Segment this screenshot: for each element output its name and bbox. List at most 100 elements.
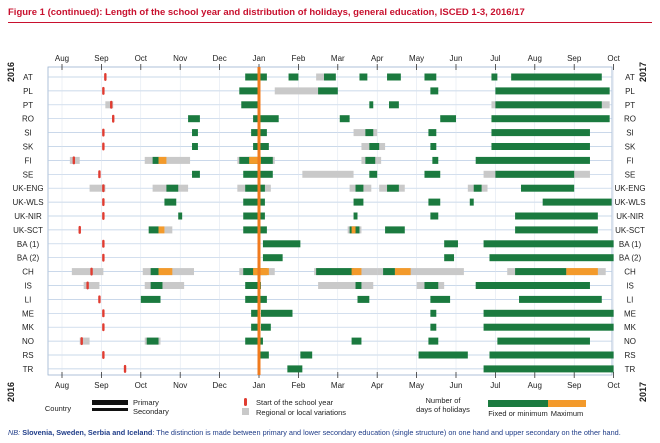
holiday-fixed-bar xyxy=(511,73,602,81)
holiday-fixed-bar xyxy=(253,115,279,123)
country-label-left: SI xyxy=(24,129,32,138)
country-label-right: UK-SCT xyxy=(615,226,645,235)
holiday-fixed-bar xyxy=(483,309,614,317)
month-label-bottom: Oct xyxy=(607,381,620,390)
legend-start-marker xyxy=(244,398,247,406)
title-divider xyxy=(8,22,652,23)
holiday-fixed-bar xyxy=(178,212,183,220)
legend-fixed-swatch xyxy=(488,400,548,407)
country-label-right: MK xyxy=(624,323,637,332)
holiday-fixed-bar xyxy=(495,170,575,178)
holiday-fixed-bar xyxy=(430,295,451,303)
month-label-bottom: Sep xyxy=(94,381,109,390)
holiday-fixed-bar xyxy=(140,295,161,303)
holiday-fixed-bar xyxy=(287,365,303,373)
holiday-fixed-bar xyxy=(519,295,602,303)
school-year-start-marker xyxy=(102,239,105,248)
holiday-max-bar xyxy=(158,268,173,276)
holiday-fixed-bar xyxy=(483,365,614,373)
holiday-fixed-bar xyxy=(424,170,441,178)
country-label-left: UK-WLS xyxy=(12,198,43,207)
school-year-start-marker xyxy=(102,212,105,220)
school-year-start-marker xyxy=(72,156,76,165)
regional-variation-bar xyxy=(144,282,185,289)
country-label-left: RO xyxy=(22,115,34,124)
month-label-bottom: Aug xyxy=(55,381,69,390)
holiday-fixed-bar xyxy=(351,337,362,345)
regional-variation-bar xyxy=(318,282,374,289)
country-label-left: RS xyxy=(22,351,33,360)
holiday-fixed-bar xyxy=(262,240,301,248)
country-label-right: IS xyxy=(626,282,634,291)
holiday-fixed-bar xyxy=(430,323,437,331)
school-year-start-marker xyxy=(102,86,105,95)
holiday-max-bar xyxy=(253,268,269,276)
holiday-max-bar xyxy=(566,268,598,276)
holiday-fixed-bar xyxy=(491,129,590,137)
holiday-fixed-bar xyxy=(475,282,590,289)
country-label-left: AT xyxy=(23,73,33,82)
holiday-fixed-bar xyxy=(192,129,198,137)
country-label-right: PT xyxy=(625,101,635,110)
month-label-top: Oct xyxy=(135,54,148,63)
legend-secondary-swatch xyxy=(92,408,128,411)
legend-start-label: Start of the school year xyxy=(256,398,334,407)
holiday-fixed-bar xyxy=(251,309,259,317)
country-label-left: PL xyxy=(23,87,33,96)
holiday-fixed-bar xyxy=(387,184,399,192)
month-label-bottom: Apr xyxy=(371,381,384,390)
country-label-left: CH xyxy=(22,268,34,277)
holiday-fixed-bar xyxy=(146,337,159,345)
holiday-fixed-bar xyxy=(353,212,358,220)
holiday-fixed-bar xyxy=(260,323,271,331)
holiday-max-bar xyxy=(351,226,356,234)
holiday-fixed-bar xyxy=(444,240,458,248)
holiday-fixed-bar xyxy=(152,156,159,164)
holiday-fixed-bar xyxy=(369,143,380,150)
country-label-right: SK xyxy=(625,143,636,152)
footnote: NB: Slovenia, Sweden, Serbia and Iceland… xyxy=(8,428,658,437)
holiday-fixed-bar xyxy=(166,184,179,192)
country-label-right: SI xyxy=(626,129,634,138)
school-year-start-marker xyxy=(112,114,115,123)
holiday-fixed-bar xyxy=(357,295,370,303)
holiday-fixed-bar xyxy=(243,198,265,206)
plot-frame xyxy=(47,66,613,376)
holiday-fixed-bar xyxy=(428,129,437,137)
country-label-right: UK-NIR xyxy=(616,212,644,221)
country-label-left: ME xyxy=(22,309,34,318)
country-label-right: RO xyxy=(624,115,636,124)
holiday-fixed-bar xyxy=(428,337,439,345)
month-label-bottom: Nov xyxy=(173,381,187,390)
country-label-left: UK-ENG xyxy=(12,184,43,193)
month-label-bottom: Jan xyxy=(253,381,266,390)
school-year-start-marker xyxy=(102,198,105,207)
legend-fixed-label: Fixed or minimum xyxy=(488,409,548,418)
holiday-fixed-bar xyxy=(245,73,267,81)
holiday-fixed-bar xyxy=(192,170,200,178)
month-label-top: Oct xyxy=(607,54,620,63)
country-label-left: PT xyxy=(23,101,33,110)
country-label-right: NO xyxy=(624,337,636,346)
legend-max-label: Maximum xyxy=(551,409,584,418)
school-year-start-marker xyxy=(102,323,105,332)
holiday-fixed-bar xyxy=(262,254,283,262)
legend-country-label: Country xyxy=(45,404,72,413)
regional-variation-bar xyxy=(144,156,191,164)
holiday-fixed-bar xyxy=(428,198,441,206)
month-label-bottom: Aug xyxy=(528,381,542,390)
country-label-right: UK-WLS xyxy=(614,198,645,207)
holiday-fixed-bar xyxy=(491,143,590,150)
holiday-fixed-bar xyxy=(339,115,350,123)
holiday-fixed-bar xyxy=(491,115,610,123)
holiday-fixed-bar xyxy=(385,226,405,234)
year-label: 2016 xyxy=(6,382,16,402)
holiday-fixed-bar xyxy=(483,240,614,248)
school-year-start-marker xyxy=(102,253,105,262)
holiday-max-bar xyxy=(249,156,261,164)
country-label-left: NO xyxy=(22,337,34,346)
holiday-fixed-bar xyxy=(365,129,374,137)
holiday-fixed-bar xyxy=(432,156,439,164)
school-year-start-marker xyxy=(80,337,83,346)
school-year-start-marker xyxy=(102,142,105,151)
